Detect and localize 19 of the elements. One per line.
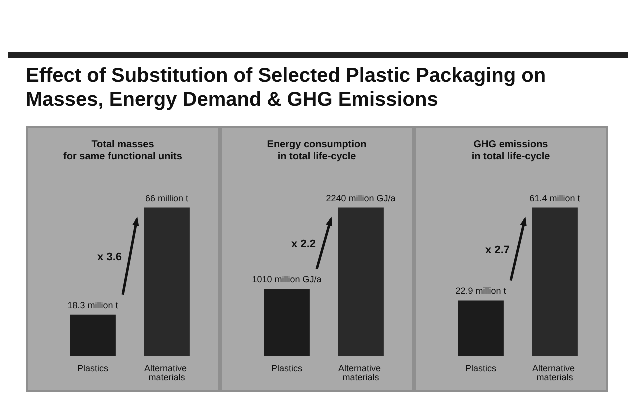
annotation: x 2.2	[292, 238, 316, 250]
data-label: 22.9 million t	[456, 286, 507, 296]
data-label: 1010 million GJ/a	[252, 274, 322, 285]
chart-subtitle: Energy consumption in total life-cycle	[267, 140, 367, 162]
data-label: 66 million t	[145, 193, 189, 204]
data-label: 2240 million GJ/a	[326, 193, 396, 204]
x-tick-label: Plastics	[271, 364, 303, 374]
chart-subtitle: GHG emissions in total life-cycle	[472, 140, 551, 162]
annotation: x 3.6	[98, 251, 122, 264]
data-label: 18.3 million t	[68, 300, 119, 310]
data-label: 61.4 million t	[530, 193, 581, 204]
chart-subtitle: Total masses for same functional units	[64, 140, 183, 162]
annotation: x 2.7	[486, 244, 510, 256]
text: Effect of Substitution of Selected Plastic Packaging on Masses, Energy Demand & GHG Emissions	[26, 64, 548, 112]
x-tick-label: Plastics	[77, 364, 109, 374]
x-tick-label: Alternative materials	[532, 364, 578, 382]
x-tick-label: Alternative materials	[338, 364, 384, 382]
x-tick-label: Plastics	[465, 364, 497, 374]
x-tick-label: Alternative materials	[144, 364, 190, 382]
